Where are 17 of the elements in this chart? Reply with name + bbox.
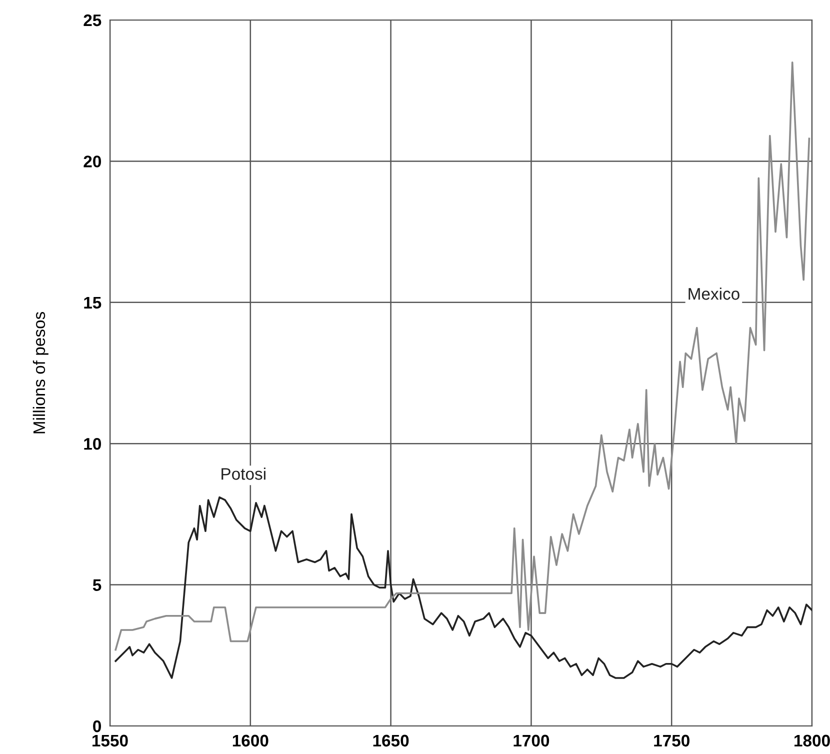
y-tick-label: 5	[92, 579, 102, 592]
x-tick-label: 1800	[794, 734, 830, 747]
y-tick-label: 20	[84, 156, 101, 168]
y-axis-title: Millions of pesos	[32, 312, 48, 434]
x-tick-label: 1550	[92, 734, 128, 747]
x-tick-label: 1600	[232, 734, 268, 747]
x-tick-label: 1700	[514, 734, 550, 747]
y-tick-label: 0	[93, 720, 101, 732]
line-series	[114, 496, 812, 679]
series-label: Potosi	[222, 468, 266, 480]
x-tick-label: 1750	[654, 734, 690, 747]
y-tick-label: 15	[84, 296, 102, 309]
y-tick-label: 10	[84, 438, 101, 450]
y-tick-label: 25	[84, 14, 102, 26]
line-series	[114, 61, 810, 651]
series-label: Mexico	[688, 288, 740, 300]
x-tick-label: 1650	[373, 734, 409, 747]
